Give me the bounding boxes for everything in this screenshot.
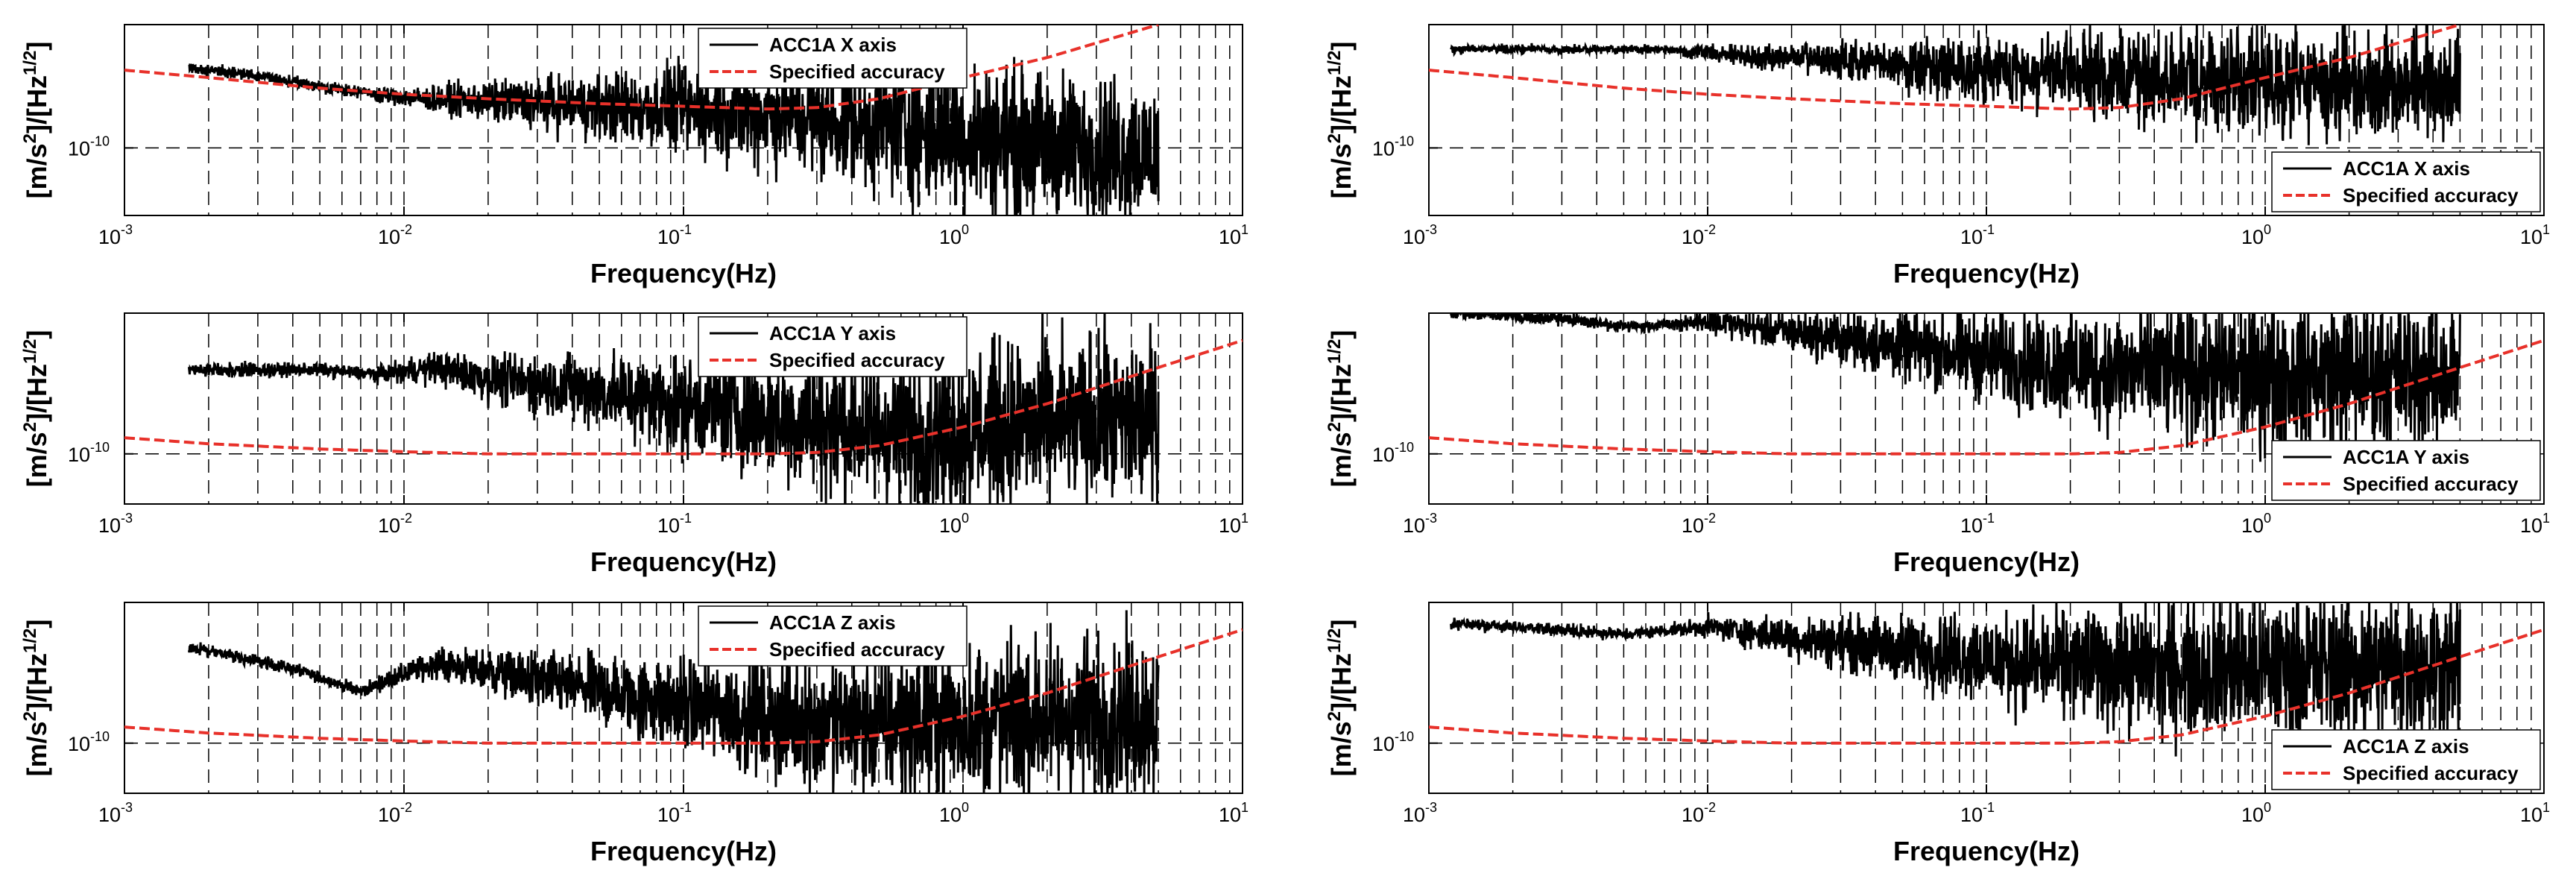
psd-panel-right-x: 10-3 10-2 10-1 100 101 10-10 Frequency(Hz) [m/s…: [1325, 24, 2550, 289]
y-tick-label: 10-10: [68, 133, 110, 160]
x-tick-label: 10-2: [378, 800, 412, 826]
series-measured-y: [1450, 313, 2461, 464]
legend-label-measured: ACC1A Z axis: [769, 611, 896, 634]
psd-panel-left-x: 10-3 10-2 10-1 100 101 10-10 Frequency(Hz) [m/s…: [20, 24, 1248, 289]
x-tick-label: 10-3: [1403, 800, 1437, 826]
x-tick-label: 10-1: [1960, 511, 1995, 537]
x-tick-label: 10-2: [1682, 800, 1716, 826]
x-axis-label: Frequency(Hz): [590, 836, 777, 866]
x-tick-label: 100: [2241, 800, 2271, 826]
y-axis-label: [m/s2]/[Hz1/2]: [20, 620, 52, 777]
x-tick-label: 10-1: [657, 511, 692, 537]
legend-label-reference: Specified accuracy: [769, 60, 945, 83]
series-specified-accuracy: [1429, 25, 2460, 111]
series-measured-x: [1450, 25, 2461, 145]
y-axis-label: [m/s2]/[Hz1/2]: [1325, 330, 1357, 488]
legend-box: [698, 605, 967, 667]
x-tick-label: 10-2: [1682, 511, 1716, 537]
legend-box: [698, 316, 967, 377]
x-axis-label: Frequency(Hz): [1893, 258, 2080, 289]
x-axis-label: Frequency(Hz): [590, 258, 777, 289]
x-tick-label: 10-3: [1403, 511, 1437, 537]
series-measured-x: [188, 31, 1160, 215]
legend: ACC1A Z axis Specified accuracy: [698, 605, 967, 667]
x-tick-label: 10-3: [1403, 222, 1437, 248]
psd-panel-left-y: 10-3 10-2 10-1 100 101 10-10 Frequency(Hz) [m/s…: [20, 312, 1248, 577]
x-axis-label: Frequency(Hz): [590, 546, 777, 577]
psd-panel-right-z: 10-3 10-2 10-1 100 101 10-10 Frequency(Hz) [m/s…: [1325, 602, 2550, 866]
legend-box: [698, 28, 967, 89]
x-tick-label: 101: [2520, 800, 2550, 826]
legend-label-reference: Specified accuracy: [769, 638, 945, 661]
psd-panel-right-y: 10-3 10-2 10-1 100 101 10-10 Frequency(Hz) [m/s…: [1325, 312, 2550, 577]
x-tick-label: 10-2: [378, 222, 412, 248]
legend-label-reference: Specified accuracy: [2343, 473, 2519, 495]
x-tick-label: 101: [2520, 511, 2550, 537]
y-tick-label: 10-10: [1372, 440, 1414, 466]
legend-label-reference: Specified accuracy: [2343, 184, 2519, 207]
legend-label-measured: ACC1A Y axis: [769, 322, 896, 344]
series-specified-accuracy: [124, 628, 1243, 745]
x-tick-label: 10-2: [1682, 222, 1716, 248]
legend-box: [2271, 729, 2541, 790]
series-specified-accuracy: [1429, 628, 2544, 745]
x-tick-label: 101: [1219, 800, 1248, 826]
x-tick-label: 10-3: [98, 800, 133, 826]
series-specified-accuracy: [1429, 338, 2544, 456]
x-tick-label: 101: [2520, 222, 2550, 248]
legend: ACC1A Y axis Specified accuracy: [698, 316, 967, 377]
x-tick-label: 100: [939, 800, 969, 826]
y-axis-label: [m/s2]/[Hz1/2]: [20, 42, 52, 199]
x-tick-label: 100: [939, 511, 969, 537]
y-axis-label: [m/s2]/[Hz1/2]: [20, 330, 52, 488]
psd-panel-left-z: 10-3 10-2 10-1 100 101 10-10 Frequency(Hz) [m/s…: [20, 602, 1248, 866]
x-tick-label: 10-1: [657, 222, 692, 248]
x-tick-label: 101: [1219, 511, 1248, 537]
x-tick-label: 100: [2241, 511, 2271, 537]
x-tick-label: 10-1: [1960, 222, 1995, 248]
legend-label-measured: ACC1A X axis: [2343, 157, 2470, 180]
legend-label-reference: Specified accuracy: [2343, 762, 2519, 784]
legend-label-reference: Specified accuracy: [769, 349, 945, 371]
y-tick-label: 10-10: [1372, 133, 1414, 160]
x-tick-label: 10-3: [98, 222, 133, 248]
y-axis-label: [m/s2]/[Hz1/2]: [1325, 620, 1357, 777]
legend: ACC1A X axis Specified accuracy: [2271, 151, 2541, 212]
x-tick-label: 10-1: [1960, 800, 1995, 826]
legend: ACC1A Z axis Specified accuracy: [2271, 729, 2541, 790]
series-measured-z: [187, 610, 1160, 793]
x-tick-label: 100: [2241, 222, 2271, 248]
legend-box: [2271, 151, 2541, 212]
x-axis-label: Frequency(Hz): [1893, 836, 2080, 866]
y-tick-label: 10-10: [68, 729, 110, 755]
legend-label-measured: ACC1A Z axis: [2343, 735, 2469, 757]
series-measured-z: [1450, 602, 2461, 763]
legend-box: [2271, 440, 2541, 501]
legend: ACC1A Y axis Specified accuracy: [2271, 440, 2541, 501]
legend-label-measured: ACC1A X axis: [769, 34, 897, 56]
x-tick-label: 10-2: [378, 511, 412, 537]
series-specified-accuracy: [124, 338, 1243, 456]
legend: ACC1A X axis Specified accuracy: [698, 28, 967, 89]
x-axis-label: Frequency(Hz): [1893, 546, 2080, 577]
x-tick-label: 10-1: [657, 800, 692, 826]
y-tick-label: 10-10: [68, 440, 110, 466]
y-tick-label: 10-10: [1372, 729, 1414, 755]
x-tick-label: 10-3: [98, 511, 133, 537]
legend-label-measured: ACC1A Y axis: [2343, 446, 2469, 468]
x-tick-label: 101: [1219, 222, 1248, 248]
series-measured-y: [187, 313, 1160, 504]
series-specified-accuracy: [124, 25, 1159, 111]
x-tick-label: 100: [939, 222, 969, 248]
y-axis-label: [m/s2]/[Hz1/2]: [1325, 42, 1357, 199]
